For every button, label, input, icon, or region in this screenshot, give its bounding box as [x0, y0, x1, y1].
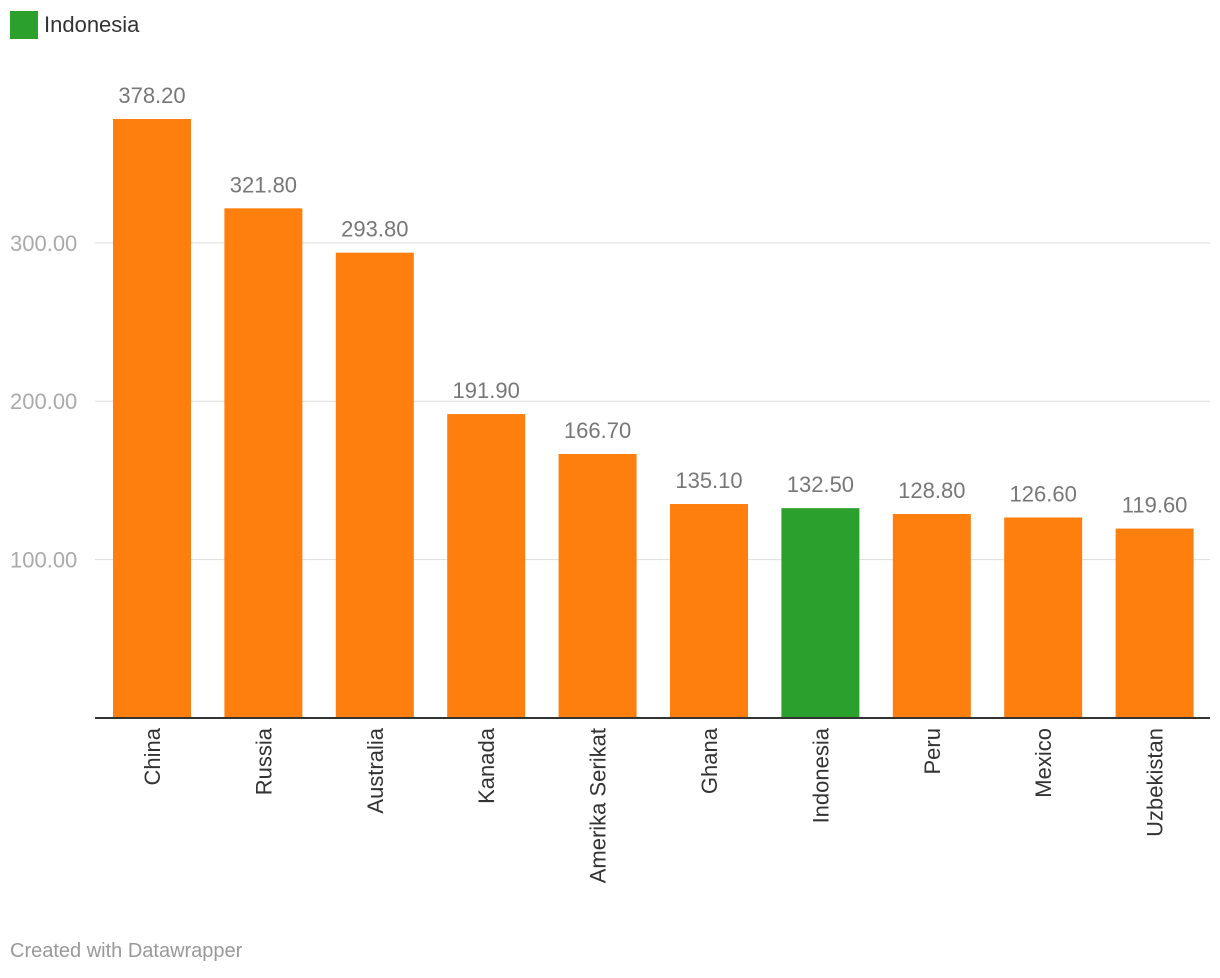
- value-label: 135.10: [675, 468, 742, 493]
- value-label: 166.70: [564, 418, 631, 443]
- bar: [558, 453, 637, 718]
- category-label: Peru: [920, 728, 945, 774]
- bar: [335, 252, 414, 718]
- value-label: 119.60: [1122, 493, 1188, 518]
- y-tick-label: 200.00: [10, 389, 77, 414]
- bar: [447, 414, 526, 718]
- bar: [892, 514, 971, 718]
- credit-text: Created with Datawrapper: [10, 940, 243, 962]
- value-label: 126.60: [1010, 481, 1077, 506]
- legend-label: Indonesia: [44, 12, 140, 37]
- value-label: 128.80: [898, 478, 965, 503]
- value-label: 378.20: [118, 83, 185, 108]
- y-tick-label: 100.00: [10, 548, 77, 573]
- bar: [1115, 528, 1194, 718]
- bar: [224, 208, 303, 719]
- category-label: Australia: [363, 727, 388, 813]
- category-label: Uzbekistan: [1143, 728, 1168, 837]
- y-tick-label: 300.00: [10, 231, 77, 256]
- bar-chart: 100.00 200.00 300.00 378.20 China 321.80 Russi…: [10, 83, 1210, 883]
- category-label: Amerika Serikat: [586, 728, 611, 883]
- bar: [781, 508, 860, 718]
- legend-swatch: [10, 11, 38, 39]
- bar: [113, 119, 191, 718]
- legend: Indonesia: [10, 10, 139, 40]
- category-label: Ghana: [697, 727, 722, 794]
- value-label: 191.90: [453, 378, 520, 403]
- bar: [1004, 517, 1083, 718]
- value-label: 293.80: [341, 217, 408, 242]
- value-label: 321.80: [230, 172, 297, 197]
- value-label: 132.50: [787, 472, 854, 497]
- category-label: Kanada: [474, 727, 499, 804]
- category-label: Mexico: [1031, 728, 1056, 798]
- category-label: Russia: [251, 727, 276, 795]
- category-label: China: [140, 727, 165, 785]
- bar: [670, 504, 748, 718]
- category-label: Indonesia: [808, 727, 833, 823]
